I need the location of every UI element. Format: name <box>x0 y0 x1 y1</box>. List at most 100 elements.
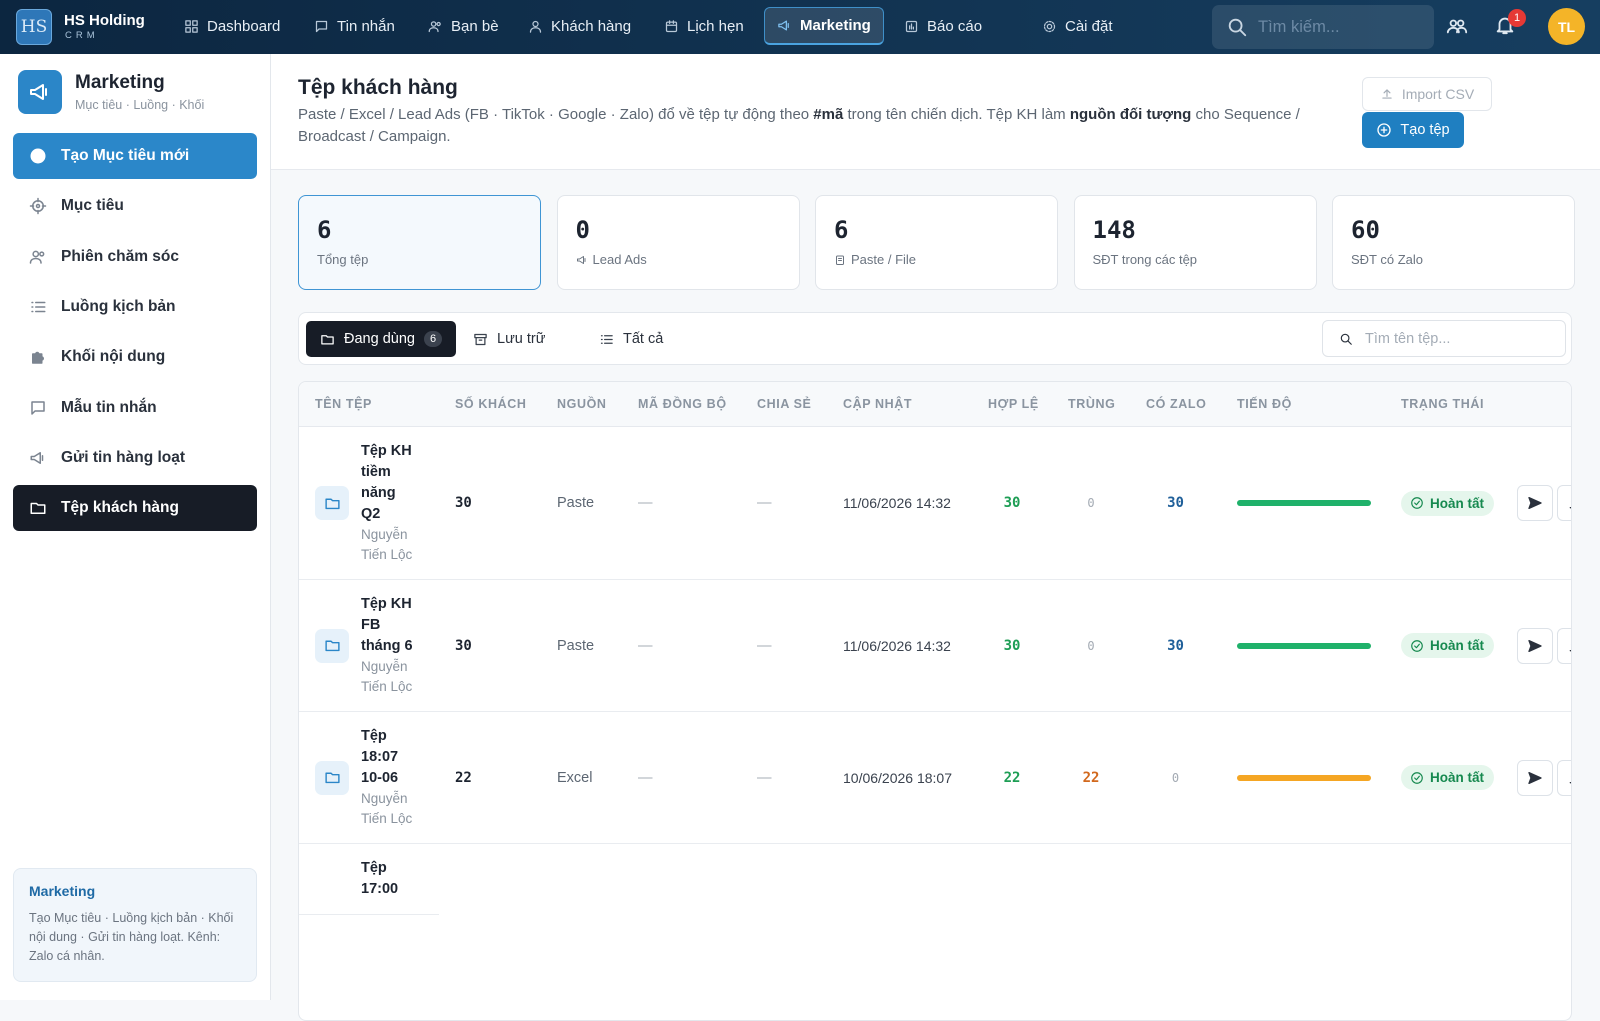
stat-value: 6 <box>834 216 849 244</box>
tab[interactable]: Tất cả <box>585 321 677 357</box>
description-part: cho Sequence / Broadcast / Campaign. <box>298 106 1300 145</box>
icon <box>32 200 44 213</box>
file-row[interactable]: Tệp KH FB tháng 6 Nguyễn Tiến Lộc 30 Paste —… <box>299 579 1571 712</box>
icon <box>665 19 678 26</box>
icon <box>600 334 613 344</box>
file-icon <box>315 628 349 663</box>
download-button[interactable] <box>1557 759 1571 796</box>
icon <box>1569 501 1571 509</box>
team-button[interactable] <box>1446 15 1468 42</box>
nav-item[interactable]: Tin nhắn <box>302 7 407 45</box>
icon <box>1043 20 1056 32</box>
icon <box>1569 644 1571 651</box>
name-cell: Tệp KH tiềm năng Q2 Nguyễn Tiến Lộc <box>299 426 439 580</box>
sync-code: — <box>622 426 741 580</box>
column-header <box>1511 382 1571 427</box>
nav-item[interactable]: Cài đặt <box>1030 7 1125 45</box>
sidebar-item-label: Phiên chăm sóc <box>61 247 180 265</box>
sidebar-item[interactable]: Phiên chăm sóc <box>13 234 257 280</box>
icon <box>1411 639 1423 652</box>
notification-button[interactable]: 1 <box>1494 9 1526 40</box>
icon <box>35 204 41 209</box>
icon <box>1228 18 1243 33</box>
icon <box>30 451 44 464</box>
icon <box>532 20 539 27</box>
download-button[interactable] <box>1557 627 1571 664</box>
icon <box>1411 639 1423 652</box>
create-file-button[interactable]: Tạo tệp <box>1362 112 1464 148</box>
icon <box>1496 17 1514 35</box>
icon <box>838 257 842 261</box>
sidebar-footer-card: Marketing Tạo Mục tiêu · Luồng kịch bản ·… <box>13 868 257 982</box>
customers: 30 <box>439 426 541 580</box>
tab-label: Lưu trữ <box>497 331 546 347</box>
icon <box>1046 23 1053 29</box>
stat-card[interactable]: 6 Paste / File <box>815 195 1058 290</box>
name-wrap: Tệp 18:07 10-06 Nguyễn Tiến Lộc <box>315 726 439 829</box>
sidebar-item[interactable]: Khối nội dung <box>13 334 257 380</box>
status-label: Hoàn tất <box>1430 495 1484 511</box>
progress-bar <box>1237 642 1371 649</box>
icon <box>1569 501 1571 509</box>
icon <box>29 250 45 264</box>
column-header: TRÙNG <box>1052 382 1130 427</box>
sidebar-item[interactable]: Tạo Mục tiêu mới <box>13 133 257 179</box>
send-button[interactable] <box>1517 627 1553 664</box>
import-csv-button[interactable]: Import CSV <box>1362 77 1492 111</box>
stat-card[interactable]: 60 SĐT có Zalo <box>1332 195 1575 290</box>
send-button[interactable] <box>1517 759 1553 796</box>
customers: 30 <box>439 579 541 712</box>
nav-item[interactable]: Marketing <box>764 7 884 45</box>
status-badge: Hoàn tất <box>1401 765 1494 790</box>
stat-card[interactable]: 148 SĐT trong các tệp <box>1073 195 1317 290</box>
nav-item[interactable]: Báo cáo <box>892 7 994 45</box>
icon <box>1414 643 1420 648</box>
icon <box>1411 771 1423 784</box>
stat-value: 0 <box>575 216 590 244</box>
search-box[interactable]: Tìm kiếm... <box>1212 5 1434 49</box>
column-header: HỢP LỆ <box>972 382 1052 427</box>
icon <box>1528 497 1542 509</box>
sidebar-item[interactable]: Luồng kịch bản <box>13 284 257 330</box>
icon <box>30 502 46 515</box>
stat-card[interactable]: 6 Tổng tệp <box>298 195 541 290</box>
icon <box>905 20 918 32</box>
tab[interactable]: Lưu trữ <box>459 321 559 357</box>
icon <box>665 21 678 32</box>
tab-bar: Đang dùng 6 Lưu trữ Tất cả Tìm tên tệp... <box>298 312 1572 365</box>
sidebar-icon <box>18 70 62 114</box>
icon <box>475 336 486 345</box>
nav-item[interactable]: Dashboard <box>172 7 292 45</box>
sidebar-item[interactable]: Mẫu tin nhắn <box>13 385 257 431</box>
sidebar-item[interactable]: Tệp khách hàng <box>13 485 257 532</box>
file-row[interactable]: Tệp KH tiềm năng Q2 Nguyễn Tiến Lộc 30 Past… <box>299 426 1571 580</box>
sidebar-item[interactable]: Mục tiêu <box>13 183 257 229</box>
description-part: nguồn đối tượng <box>1069 106 1192 123</box>
icon <box>1569 776 1571 783</box>
icon <box>665 19 678 32</box>
name-wrap: Tệp 17:00 <box>315 858 439 900</box>
file-row[interactable]: Tệp 18:07 10-06 Nguyễn Tiến Lộc 22 Excel — —1… <box>299 711 1571 844</box>
status-cell: Hoàn tất <box>1385 426 1511 580</box>
file-search[interactable]: Tìm tên tệp... <box>1322 320 1566 357</box>
tab[interactable]: Đang dùng 6 <box>306 321 457 357</box>
file-name: Tệp 18:07 10-06 <box>361 728 399 786</box>
icon <box>324 640 340 652</box>
icon <box>600 334 613 344</box>
nav-label: Lịch hẹn <box>687 17 744 35</box>
send-button[interactable] <box>1517 485 1553 521</box>
file-name: Tệp KH tiềm năng Q2 <box>361 443 412 522</box>
updated: 11/06/2026 14:32 <box>827 579 972 712</box>
icon <box>1414 775 1420 780</box>
avatar[interactable]: TL <box>1548 8 1585 45</box>
file-row[interactable]: Tệp 17:00 <box>299 843 1571 915</box>
zalo: 0 <box>1130 711 1221 844</box>
nav-item[interactable]: Bạn bè <box>416 7 511 45</box>
nav-item[interactable]: Lịch hẹn <box>652 7 756 45</box>
sidebar-item[interactable]: Gửi tin hàng loạt <box>13 435 257 481</box>
nav-item[interactable]: Khách hàng <box>516 7 643 45</box>
stat-card[interactable]: 0 Lead Ads <box>556 195 800 290</box>
download-button[interactable] <box>1557 485 1571 521</box>
icon <box>836 255 844 265</box>
icon <box>34 152 42 160</box>
